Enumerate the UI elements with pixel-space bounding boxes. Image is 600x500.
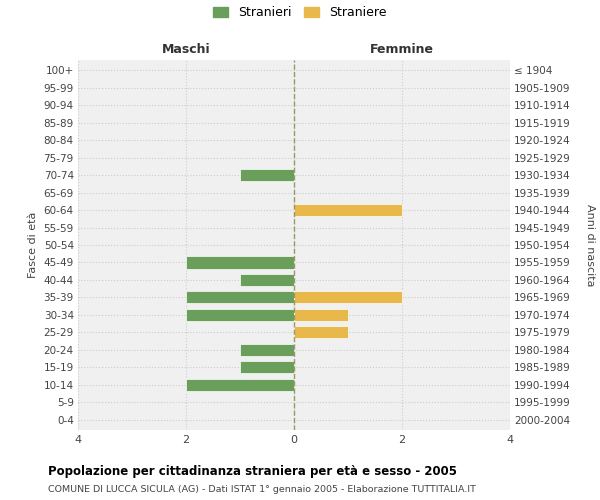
Bar (240, 361, 294, 374)
Bar (240, 344, 294, 356)
Bar (240, 274, 294, 286)
Bar (294, 308, 348, 321)
Bar (186, 256, 294, 268)
Legend: Stranieri, Straniere: Stranieri, Straniere (213, 6, 387, 19)
Bar (186, 378, 294, 390)
Text: Maschi: Maschi (161, 44, 211, 57)
Bar (294, 204, 402, 216)
Text: Femmine: Femmine (370, 44, 434, 57)
Text: Popolazione per cittadinanza straniera per età e sesso - 2005: Popolazione per cittadinanza straniera p… (48, 465, 457, 478)
Y-axis label: Anni di nascita: Anni di nascita (585, 204, 595, 286)
Bar (240, 169, 294, 181)
Text: COMUNE DI LUCCA SICULA (AG) - Dati ISTAT 1° gennaio 2005 - Elaborazione TUTTITAL: COMUNE DI LUCCA SICULA (AG) - Dati ISTAT… (48, 485, 476, 494)
Bar (186, 291, 294, 304)
Y-axis label: Fasce di età: Fasce di età (28, 212, 38, 278)
Bar (186, 308, 294, 321)
Bar (294, 291, 402, 304)
Bar (294, 326, 348, 338)
